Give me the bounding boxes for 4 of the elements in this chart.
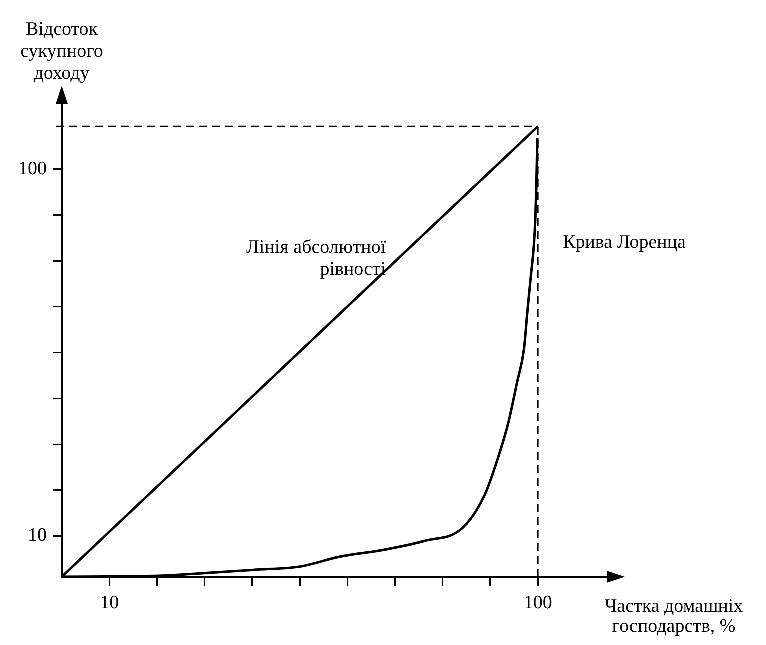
annotation: Крива Лоренца: [563, 232, 686, 253]
annotation: Лінія абсолютної рівності: [246, 237, 387, 280]
y-axis-title: Відсоток сукупного доходу: [20, 18, 104, 84]
x-axis-title: Частка домашніх господарств, %: [604, 596, 744, 637]
